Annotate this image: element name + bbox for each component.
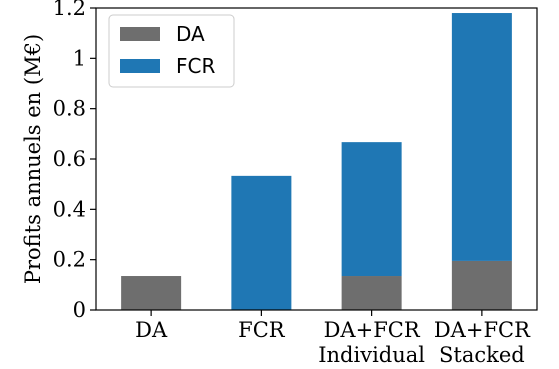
y-tick-label: 0.2 bbox=[53, 248, 86, 272]
y-tick-label: 1 bbox=[73, 46, 86, 70]
x-tick-label: DA+FCR bbox=[324, 318, 421, 342]
bar-da-1 bbox=[121, 276, 182, 310]
legend: DA FCR bbox=[108, 14, 235, 88]
bar-da-4 bbox=[451, 260, 512, 310]
y-tick-label: 0 bbox=[73, 298, 86, 322]
bar-fcr-2 bbox=[231, 175, 292, 310]
y-axis: 0 0.2 0.4 0.6 0.8 1 1.2 bbox=[53, 0, 96, 322]
bar-da-3 bbox=[341, 276, 402, 310]
y-axis-label: Profits annuels en (M€) bbox=[21, 34, 45, 284]
y-tick-label: 0.6 bbox=[53, 147, 86, 171]
y-tick-label: 0.8 bbox=[53, 97, 86, 121]
x-tick-label: DA+FCR bbox=[434, 318, 531, 342]
x-tick-label: Stacked bbox=[439, 343, 525, 367]
x-tick-label: Individual bbox=[318, 343, 425, 367]
y-tick-label: 0.4 bbox=[53, 197, 86, 221]
bar-fcr-4 bbox=[451, 13, 512, 261]
bars-group bbox=[121, 13, 512, 310]
legend-swatch-fcr bbox=[120, 59, 160, 73]
x-tick-label: DA bbox=[135, 318, 168, 342]
legend-swatch-da bbox=[120, 27, 160, 41]
legend-label-fcr: FCR bbox=[176, 54, 215, 78]
bar-fcr-3 bbox=[341, 142, 402, 277]
legend-label-da: DA bbox=[176, 22, 205, 46]
x-tick-label: FCR bbox=[238, 318, 286, 342]
y-tick-label: 1.2 bbox=[53, 0, 86, 20]
